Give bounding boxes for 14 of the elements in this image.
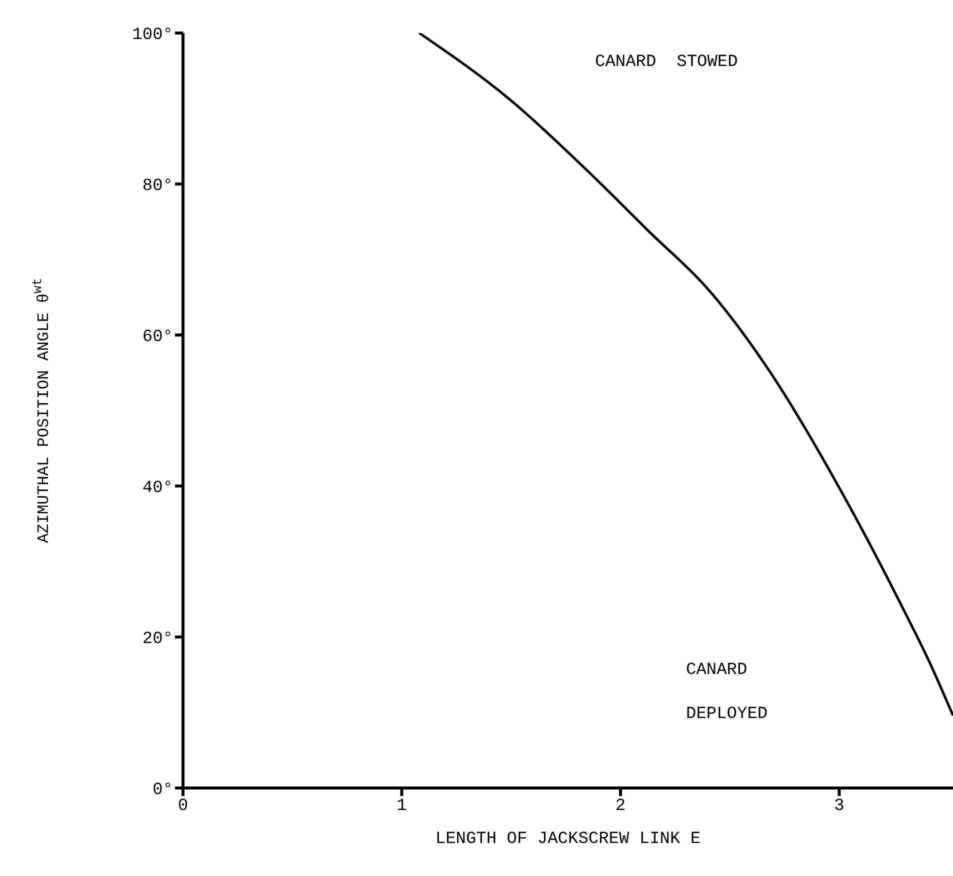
x-tick-label: 3: [834, 797, 844, 816]
x-tick-label: 1: [396, 797, 407, 816]
annotation: CANARD STOWED: [595, 53, 738, 72]
x-tick-label: 0: [178, 797, 188, 816]
y-tick-label: 100°: [132, 26, 173, 46]
y-tick-label: 0°: [152, 781, 173, 800]
x-axis-title: LENGTH OF JACKSCREW LINK E: [435, 830, 701, 849]
y-tick-label: 60°: [142, 328, 173, 348]
x-tick-label: 2: [615, 797, 626, 816]
line-series: [418, 33, 953, 717]
y-tick-label: 80°: [142, 177, 173, 196]
y-tick-label: 20°: [142, 630, 173, 650]
y-tick-label: 40°: [142, 479, 173, 498]
text: CANARD DEPLOYED: [686, 661, 768, 724]
